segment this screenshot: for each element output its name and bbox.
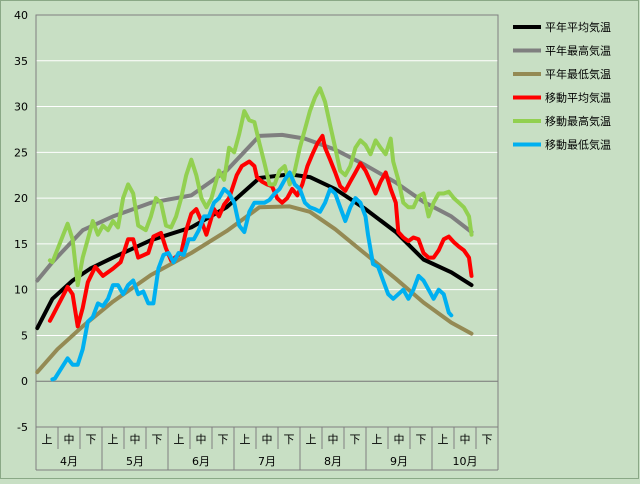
x-period-label: 中 (196, 433, 207, 446)
series-line (35, 204, 474, 375)
x-month-label: 9月 (390, 455, 408, 468)
legend-label: 平年最低気温 (545, 67, 611, 81)
y-tick-label: 25 (14, 146, 28, 159)
y-axis-ticks: -5 0 5 10 15 20 25 30 35 40 (14, 9, 28, 434)
legend-label: 移動最高気温 (545, 114, 611, 128)
series-line (47, 86, 474, 288)
y-tick-label: 15 (14, 238, 28, 251)
x-month-label: 7月 (258, 455, 276, 468)
legend-label: 平年最高気温 (545, 44, 611, 58)
x-period-label: 下 (482, 433, 493, 446)
x-period-label: 中 (262, 433, 273, 446)
y-tick-label: 5 (21, 329, 28, 342)
series-line (50, 170, 454, 382)
x-period-label: 上 (240, 433, 251, 446)
x-period-label: 下 (416, 433, 427, 446)
x-period-label: 下 (218, 433, 229, 446)
y-tick-label: 10 (14, 284, 28, 297)
y-tick-label: 0 (21, 375, 28, 388)
y-tick-label: -5 (17, 421, 28, 434)
x-period-label: 下 (152, 433, 163, 446)
y-tick-label: 35 (14, 55, 28, 68)
x-month-label: 5月 (126, 455, 144, 468)
x-month-label: 10月 (453, 455, 478, 468)
legend-label: 平年平均気温 (545, 20, 611, 34)
y-tick-label: 20 (14, 192, 28, 205)
x-month-label: 8月 (324, 455, 342, 468)
series-line (35, 132, 474, 283)
x-month-label: 4月 (60, 455, 78, 468)
x-period-label: 上 (306, 433, 317, 446)
y-tick-label: 40 (14, 9, 28, 22)
x-period-label: 中 (328, 433, 339, 446)
x-period-label: 下 (284, 433, 295, 446)
legend-label: 移動平均気温 (545, 91, 611, 105)
x-period-label: 中 (130, 433, 141, 446)
x-period-label: 中 (394, 433, 405, 446)
legend-label: 移動最低気温 (545, 138, 611, 152)
x-period-label: 上 (372, 433, 383, 446)
series-line (47, 133, 474, 329)
x-period-label: 上 (438, 433, 449, 446)
x-period-label: 中 (460, 433, 471, 446)
x-period-label: 上 (174, 433, 185, 446)
x-period-label: 中 (64, 433, 75, 446)
series-lines (35, 86, 474, 382)
x-period-label: 下 (86, 433, 97, 446)
x-period-label: 上 (42, 433, 53, 446)
y-tick-label: 30 (14, 101, 28, 114)
x-axis: 上中下上中下上中下上中下上中下上中下上中下4月 5月 6月 7月 8月 9月 10月 (35, 426, 499, 471)
x-month-label: 6月 (192, 455, 210, 468)
x-period-label: 下 (350, 433, 361, 446)
x-period-label: 上 (108, 433, 119, 446)
